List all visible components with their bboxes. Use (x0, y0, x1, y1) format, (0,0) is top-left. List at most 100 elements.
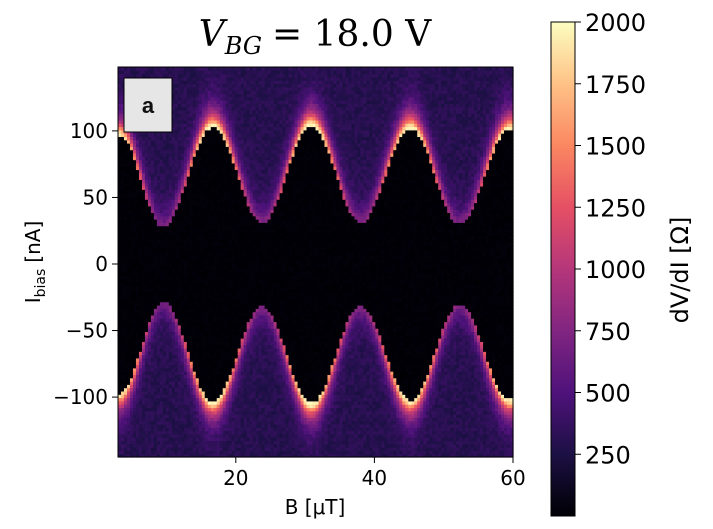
heatmap-cell (207, 328, 212, 333)
heatmap-cell (210, 159, 215, 164)
heatmap-cell (162, 166, 167, 171)
heatmap-cell (165, 324, 170, 329)
heatmap-cell (210, 152, 215, 157)
heatmap-cell (168, 162, 173, 167)
heatmap-cell (177, 447, 182, 451)
heatmap-cell (138, 295, 143, 299)
heatmap-cell (213, 116, 218, 121)
heatmap-cell (153, 295, 158, 299)
heatmap-cell (168, 275, 173, 280)
heatmap-cell (183, 384, 188, 389)
heatmap-cell (192, 387, 197, 392)
heatmap-cell (189, 400, 194, 405)
heatmap-cell (174, 351, 179, 356)
heatmap-cell (168, 219, 173, 223)
heatmap-cell (118, 156, 122, 161)
heatmap-cell (174, 304, 179, 309)
heatmap-cell (147, 281, 152, 286)
heatmap-cell (207, 205, 212, 210)
heatmap-cell (198, 447, 203, 451)
heatmap-cell (135, 67, 140, 71)
heatmap-cell (156, 453, 161, 458)
heatmap-cell (153, 414, 158, 418)
heatmap-cell (195, 420, 200, 425)
heatmap-cell (216, 314, 221, 319)
heatmap-cell (120, 361, 125, 366)
heatmap-cell (135, 182, 140, 187)
heatmap-cell (177, 143, 182, 147)
heatmap-cell (201, 255, 206, 260)
heatmap-cell (183, 169, 188, 174)
heatmap-cell (186, 169, 191, 174)
heatmap-cell (207, 357, 212, 362)
heatmap-cell (126, 265, 131, 270)
heatmap-cell (129, 380, 134, 385)
heatmap-cell (195, 235, 200, 240)
heatmap-cell (138, 334, 143, 339)
heatmap-cell (195, 195, 200, 200)
heatmap-cell (183, 453, 188, 458)
heatmap-cell (147, 209, 152, 214)
heatmap-cell (201, 139, 206, 144)
heatmap-cell (213, 136, 218, 141)
heatmap-cell (126, 219, 131, 223)
heatmap-cell (183, 106, 188, 111)
heatmap-cell (162, 347, 167, 352)
heatmap-cell (180, 347, 185, 352)
heatmap-cell (174, 371, 179, 375)
heatmap-cell (174, 377, 179, 382)
heatmap-cell (162, 341, 167, 346)
heatmap-cell (195, 423, 200, 428)
heatmap-cell (192, 176, 197, 180)
heatmap-cell (198, 328, 203, 333)
heatmap-cell (201, 182, 206, 187)
heatmap-cell (168, 156, 173, 161)
heatmap-cell (120, 172, 125, 177)
heatmap-cell (204, 404, 209, 409)
heatmap-cell (216, 423, 221, 428)
heatmap-cell (150, 347, 155, 352)
heatmap-cell (168, 255, 173, 260)
heatmap-cell (177, 162, 182, 167)
heatmap-cell (186, 205, 191, 210)
heatmap-cell (213, 331, 218, 336)
heatmap-cell (129, 67, 134, 71)
heatmap-cell (150, 219, 155, 223)
heatmap-cell (186, 103, 191, 108)
heatmap-cell (210, 443, 215, 448)
heatmap-cell (123, 371, 128, 375)
heatmap-cell (141, 304, 146, 309)
heatmap-cell (216, 308, 221, 313)
heatmap-cell (174, 67, 179, 71)
heatmap-cell (153, 70, 158, 75)
heatmap-cell (138, 410, 143, 415)
heatmap-cell (126, 344, 131, 349)
heatmap-cell (129, 172, 134, 177)
heatmap-cell (207, 90, 212, 95)
heatmap-cell (201, 70, 206, 75)
heatmap-cell (195, 298, 200, 303)
heatmap-cell (213, 387, 218, 392)
heatmap-cell (126, 146, 131, 151)
heatmap-cell (216, 410, 221, 415)
heatmap-cell (144, 407, 149, 412)
heatmap-cell (123, 278, 128, 283)
heatmap-cell (153, 437, 158, 442)
heatmap-cell (168, 136, 173, 141)
heatmap-cell (216, 447, 221, 451)
heatmap-cell (171, 245, 176, 250)
heatmap-cell (132, 232, 137, 237)
heatmap-cell (177, 219, 182, 223)
heatmap-cell (153, 162, 158, 167)
heatmap-cell (174, 443, 179, 448)
heatmap-cell (118, 242, 122, 247)
heatmap-cell (144, 397, 149, 402)
heatmap-cell (165, 136, 170, 141)
heatmap-cell (171, 162, 176, 167)
heatmap-cell (126, 331, 131, 336)
heatmap-cell (123, 242, 128, 247)
heatmap-cell (183, 195, 188, 200)
heatmap-cell (168, 357, 173, 362)
heatmap-cell (156, 367, 161, 372)
